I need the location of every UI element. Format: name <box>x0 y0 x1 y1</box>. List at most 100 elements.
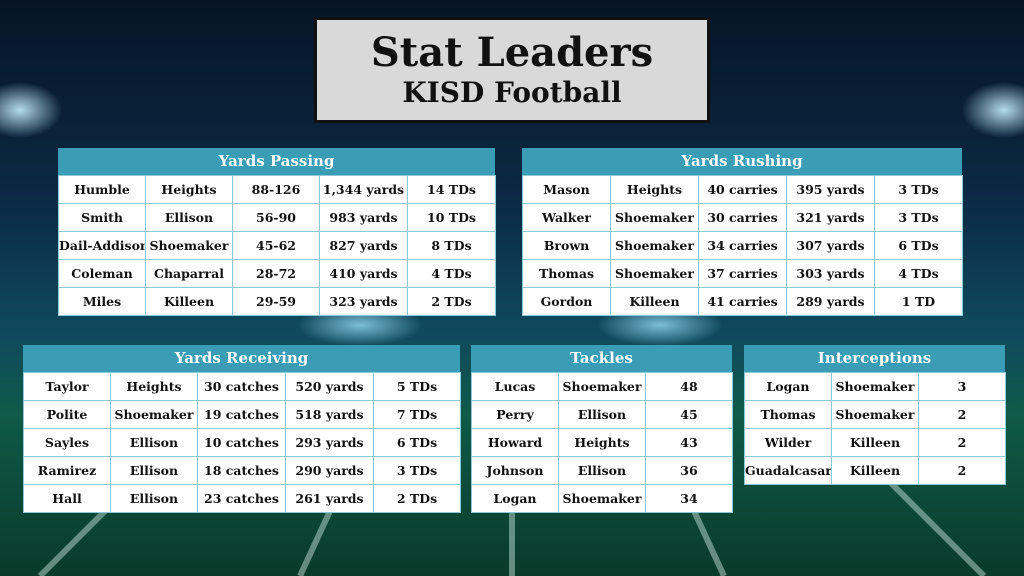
page-title: Stat Leaders <box>370 29 654 76</box>
player-name: Dail-Addison <box>58 231 146 260</box>
school: Ellison <box>110 428 198 457</box>
carries: 30 carries <box>698 203 787 232</box>
table-row: Lucas Shoemaker 48 <box>471 372 733 401</box>
school: Shoemaker <box>110 400 198 429</box>
school: Heights <box>610 175 699 204</box>
table-row: Thomas Shoemaker 2 <box>744 400 1006 429</box>
table-row: Howard Heights 43 <box>471 428 733 457</box>
table-row: Dail-Addison Shoemaker 45-62 827 yards 8… <box>58 231 496 260</box>
touchdowns: 7 TDs <box>373 400 461 429</box>
table-row: Humble Heights 88-126 1,344 yards 14 TDs <box>58 175 496 204</box>
yards: 290 yards <box>285 456 374 485</box>
touchdowns: 6 TDs <box>874 231 963 260</box>
interception-count: 2 <box>918 428 1006 457</box>
interceptions-header: Interceptions <box>744 345 1005 372</box>
table-row: Miles Killeen 29-59 323 yards 2 TDs <box>58 287 496 316</box>
school: Shoemaker <box>610 203 699 232</box>
table-row: Coleman Chaparral 28-72 410 yards 4 TDs <box>58 259 496 288</box>
yards: 395 yards <box>786 175 875 204</box>
touchdowns: 5 TDs <box>373 372 461 401</box>
yards: 410 yards <box>319 259 408 288</box>
touchdowns: 2 TDs <box>407 287 496 316</box>
receiving-header: Yards Receiving <box>23 345 460 372</box>
player-name: Lucas <box>471 372 559 401</box>
table-row: Logan Shoemaker 3 <box>744 372 1006 401</box>
school: Ellison <box>145 203 233 232</box>
touchdowns: 6 TDs <box>373 428 461 457</box>
school: Shoemaker <box>831 372 919 401</box>
carries: 37 carries <box>698 259 787 288</box>
completions: 56-90 <box>232 203 320 232</box>
yards: 1,344 yards <box>319 175 408 204</box>
school: Killeen <box>145 287 233 316</box>
school: Heights <box>145 175 233 204</box>
player-name: Logan <box>744 372 832 401</box>
yards: 261 yards <box>285 484 374 513</box>
tackles-table: Lucas Shoemaker 48 Perry Ellison 45 Howa… <box>471 372 733 513</box>
school: Shoemaker <box>610 259 699 288</box>
catches: 18 catches <box>197 456 286 485</box>
receiving-table: Taylor Heights 30 catches 520 yards 5 TD… <box>23 372 461 513</box>
catches: 30 catches <box>197 372 286 401</box>
school: Shoemaker <box>831 400 919 429</box>
player-name: Miles <box>58 287 146 316</box>
player-name: Hall <box>23 484 111 513</box>
touchdowns: 3 TDs <box>373 456 461 485</box>
touchdowns: 8 TDs <box>407 231 496 260</box>
player-name: Smith <box>58 203 146 232</box>
yards: 323 yards <box>319 287 408 316</box>
table-row: Ramirez Ellison 18 catches 290 yards 3 T… <box>23 456 461 485</box>
touchdowns: 1 TD <box>874 287 963 316</box>
yards: 520 yards <box>285 372 374 401</box>
touchdowns: 10 TDs <box>407 203 496 232</box>
rushing-table: Mason Heights 40 carries 395 yards 3 TDs… <box>522 175 963 316</box>
interception-count: 2 <box>918 400 1006 429</box>
interception-count: 2 <box>918 456 1006 485</box>
catches: 19 catches <box>197 400 286 429</box>
school: Shoemaker <box>558 484 646 513</box>
player-name: Gordon <box>522 287 611 316</box>
touchdowns: 4 TDs <box>407 259 496 288</box>
player-name: Perry <box>471 400 559 429</box>
school: Ellison <box>110 484 198 513</box>
carries: 34 carries <box>698 231 787 260</box>
tackle-count: 48 <box>645 372 733 401</box>
player-name: Howard <box>471 428 559 457</box>
tackles-header: Tackles <box>471 345 732 372</box>
table-row: Brown Shoemaker 34 carries 307 yards 6 T… <box>522 231 963 260</box>
tackle-count: 45 <box>645 400 733 429</box>
table-row: Thomas Shoemaker 37 carries 303 yards 4 … <box>522 259 963 288</box>
rushing-panel: Yards Rushing Mason Heights 40 carries 3… <box>522 148 963 316</box>
player-name: Thomas <box>522 259 611 288</box>
completions: 29-59 <box>232 287 320 316</box>
yards: 303 yards <box>786 259 875 288</box>
table-row: Gordon Killeen 41 carries 289 yards 1 TD <box>522 287 963 316</box>
table-row: Guadalcasar Killeen 2 <box>744 456 1006 485</box>
player-name: Thomas <box>744 400 832 429</box>
receiving-panel: Yards Receiving Taylor Heights 30 catche… <box>23 345 461 513</box>
passing-table: Humble Heights 88-126 1,344 yards 14 TDs… <box>58 175 496 316</box>
school: Shoemaker <box>145 231 233 260</box>
player-name: Sayles <box>23 428 111 457</box>
table-row: Perry Ellison 45 <box>471 400 733 429</box>
table-row: Logan Shoemaker 34 <box>471 484 733 513</box>
school: Ellison <box>558 456 646 485</box>
passing-panel: Yards Passing Humble Heights 88-126 1,34… <box>58 148 496 316</box>
table-row: Johnson Ellison 36 <box>471 456 733 485</box>
interceptions-panel: Interceptions Logan Shoemaker 3 Thomas S… <box>744 345 1006 485</box>
tackle-count: 34 <box>645 484 733 513</box>
yards: 983 yards <box>319 203 408 232</box>
touchdowns: 3 TDs <box>874 175 963 204</box>
interceptions-table: Logan Shoemaker 3 Thomas Shoemaker 2 Wil… <box>744 372 1006 485</box>
carries: 40 carries <box>698 175 787 204</box>
carries: 41 carries <box>698 287 787 316</box>
yards: 321 yards <box>786 203 875 232</box>
table-row: Smith Ellison 56-90 983 yards 10 TDs <box>58 203 496 232</box>
school: Ellison <box>110 456 198 485</box>
catches: 23 catches <box>197 484 286 513</box>
rushing-header: Yards Rushing <box>522 148 962 175</box>
school: Shoemaker <box>558 372 646 401</box>
player-name: Walker <box>522 203 611 232</box>
player-name: Taylor <box>23 372 111 401</box>
school: Killeen <box>831 428 919 457</box>
